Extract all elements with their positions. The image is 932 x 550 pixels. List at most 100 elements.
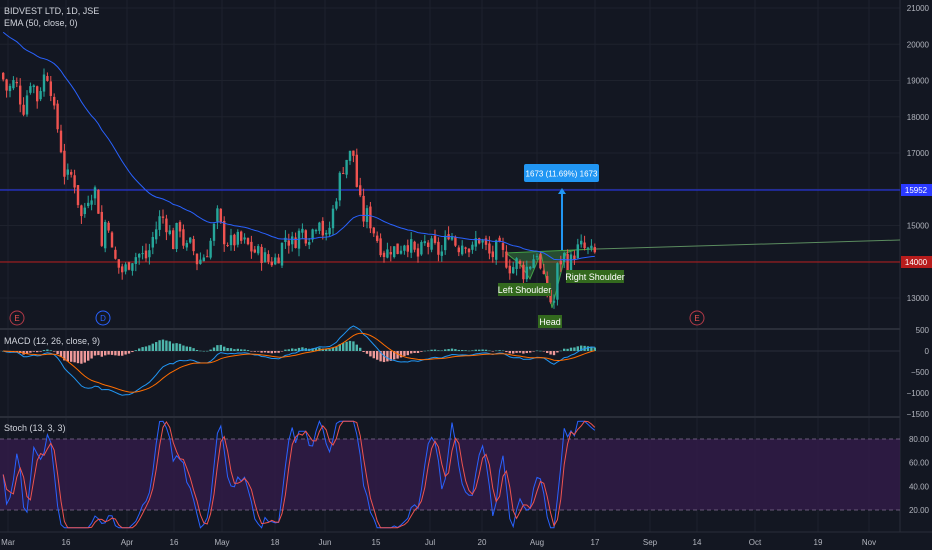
time-tick-label: Apr xyxy=(121,538,134,547)
candle-body xyxy=(314,229,318,232)
neckline[interactable] xyxy=(595,239,901,250)
candle-body xyxy=(325,232,328,235)
macd-histogram-bar xyxy=(250,351,253,352)
macd-histogram-bar xyxy=(525,351,528,354)
dividend-marker[interactable]: D xyxy=(95,310,111,326)
stoch-axis[interactable]: 80.00 60.00 40.00 20.00 xyxy=(909,435,930,515)
macd-legend[interactable]: MACD (12, 26, close, 9) xyxy=(4,336,100,346)
candle-body xyxy=(522,264,525,280)
macd-histogram-bar xyxy=(277,351,280,353)
macd-histogram-bar xyxy=(280,351,284,352)
time-tick-label: 15 xyxy=(372,538,381,547)
macd-histogram-bar xyxy=(172,343,175,351)
macd-histogram-bar xyxy=(100,351,103,357)
macd-histogram-bar xyxy=(433,349,437,351)
right-shoulder-label: Right Shoulder xyxy=(565,272,625,282)
candle-body xyxy=(416,248,420,257)
candle-body xyxy=(362,195,365,222)
time-axis[interactable]: Mar 16 Apr 16 May 18 Jun 15 Jul 20 Aug 17 Sep 14 Oct 19… xyxy=(1,538,876,547)
candle-body xyxy=(437,241,440,255)
candle-body xyxy=(501,243,505,250)
candle-body xyxy=(2,72,5,80)
macd-histogram-bar xyxy=(376,351,379,360)
macd-tick-label: 500 xyxy=(916,326,930,335)
candle-body xyxy=(505,251,508,268)
time-tick-label: Sep xyxy=(643,538,658,547)
stoch-tick-label: 20.00 xyxy=(909,506,930,515)
macd-histogram-bar xyxy=(178,343,182,351)
candle-body xyxy=(223,220,226,245)
candle-body xyxy=(151,237,154,248)
macd-histogram-bar xyxy=(270,351,273,354)
candle-body xyxy=(396,243,399,255)
candle-body xyxy=(328,227,331,235)
macd-histogram-bar xyxy=(450,348,454,351)
candle-body xyxy=(161,216,165,218)
macd-histogram-bar xyxy=(182,345,185,351)
candle-body xyxy=(403,245,406,251)
macd-histogram-bar xyxy=(267,351,270,353)
macd-tick-label: −1500 xyxy=(907,410,930,419)
macd-histogram-bar xyxy=(515,351,518,353)
macd-histogram-bar xyxy=(355,344,358,351)
symbol-legend[interactable]: BIDVEST LTD, 1D, JSE xyxy=(4,6,99,16)
candle-body xyxy=(423,241,426,244)
head-box[interactable] xyxy=(538,315,562,328)
macd-histogram-bar xyxy=(93,351,97,356)
macd-histogram-bar xyxy=(338,344,341,351)
macd-histogram-bar xyxy=(90,351,93,359)
right-shoulder-box[interactable] xyxy=(566,270,624,283)
macd-histogram-bar xyxy=(127,351,131,354)
candle-body xyxy=(427,242,430,248)
candle-body xyxy=(127,262,131,270)
macd-histogram-bar xyxy=(481,349,484,351)
candle-body xyxy=(433,235,437,243)
macd-histogram-bar xyxy=(498,350,501,351)
candle-body xyxy=(83,207,86,215)
candle-body xyxy=(386,249,389,258)
candle-body xyxy=(270,261,273,266)
macd-histogram-bar xyxy=(46,349,49,351)
ema-legend[interactable]: EMA (50, close, 0) xyxy=(4,18,78,28)
candle-body xyxy=(97,189,100,214)
svg-text:D: D xyxy=(100,314,106,323)
macd-axis[interactable]: 500 0 −500 −1000 −1500 xyxy=(907,326,930,419)
candle-body xyxy=(355,154,358,187)
measure-label-box[interactable] xyxy=(524,164,599,182)
macd-histogram-bar xyxy=(189,346,192,351)
macd-histogram-bar xyxy=(63,351,66,361)
left-shoulder-box[interactable] xyxy=(498,283,551,296)
candle-body xyxy=(593,247,596,253)
candle-body xyxy=(202,257,205,262)
head-label: Head xyxy=(539,317,561,327)
candle-body xyxy=(294,237,297,248)
candle-body xyxy=(56,103,59,130)
candle-body xyxy=(131,263,134,271)
earnings-marker-2[interactable]: E xyxy=(689,310,705,326)
macd-histogram-bar xyxy=(104,351,107,356)
candle-body xyxy=(209,240,212,258)
resistance-price-tag xyxy=(901,184,932,196)
candle-body xyxy=(491,251,494,258)
macd-histogram-bar xyxy=(80,351,83,364)
candle-body xyxy=(124,264,127,272)
macd-histogram-bar xyxy=(161,339,165,351)
macd-histogram-bar xyxy=(505,351,508,353)
stoch-legend[interactable]: Stoch (13, 3, 3) xyxy=(4,423,66,433)
candle-body xyxy=(93,187,97,199)
candle-body xyxy=(263,252,267,263)
earnings-marker-1[interactable]: E xyxy=(9,310,25,326)
candle-body xyxy=(175,222,178,249)
macd-histogram-bar xyxy=(107,351,110,355)
candle-body xyxy=(580,240,583,245)
macd-histogram-bar xyxy=(73,351,76,363)
candle-body xyxy=(348,150,352,161)
macd-histogram-bar xyxy=(325,349,328,351)
macd-histogram-bar xyxy=(314,348,318,351)
candle-body xyxy=(134,257,137,264)
ema-line xyxy=(2,31,595,261)
time-tick-label: Jun xyxy=(319,538,332,547)
candle-body xyxy=(257,246,260,254)
macd-histogram-bar xyxy=(284,349,287,351)
